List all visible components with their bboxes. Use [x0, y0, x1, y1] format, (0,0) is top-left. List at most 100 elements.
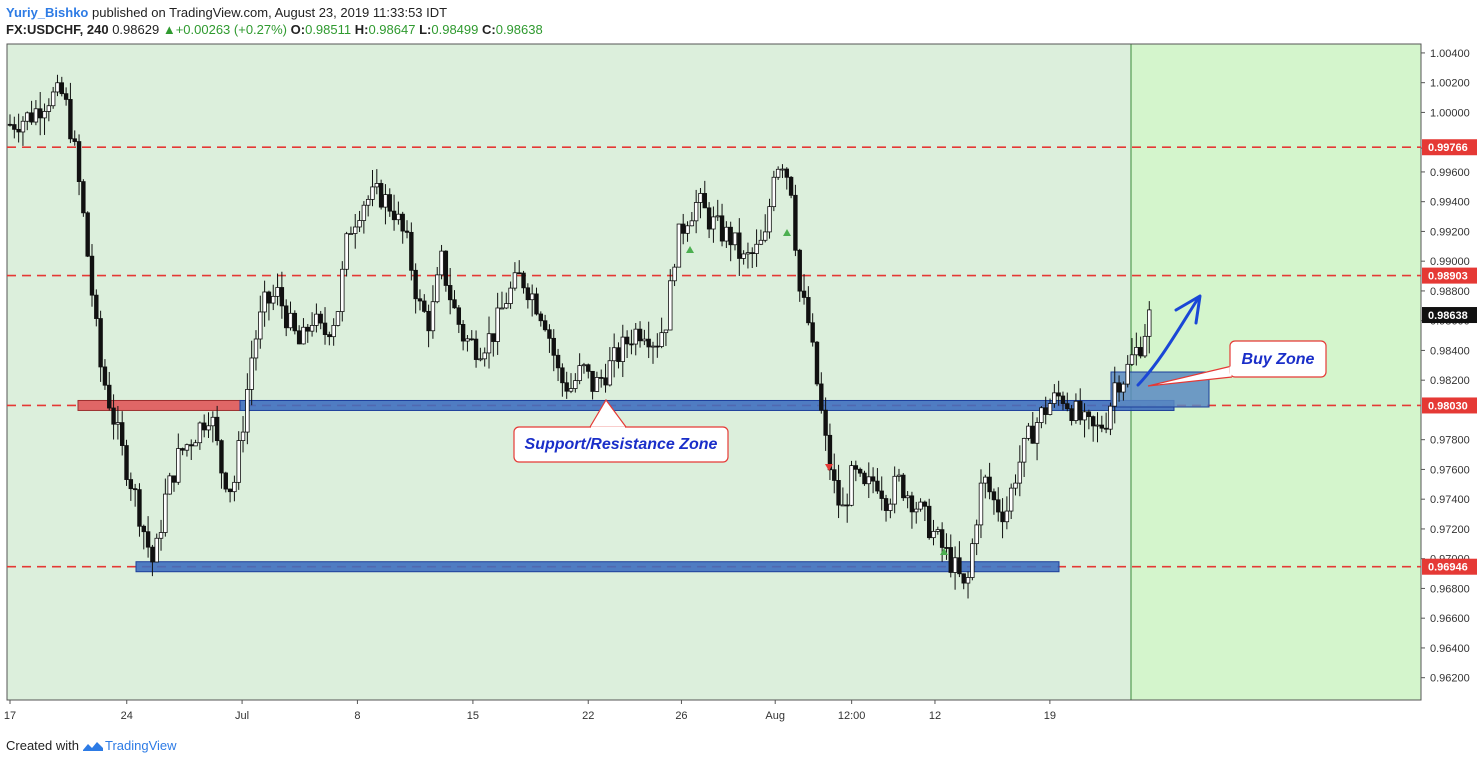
candle: [245, 373, 250, 445]
candle: [469, 330, 474, 341]
candle: [1086, 409, 1092, 430]
candle: [331, 318, 336, 346]
candle: [724, 221, 729, 248]
candle: [253, 330, 259, 371]
candle: [922, 500, 928, 522]
candle-body: [443, 250, 449, 286]
candle: [750, 247, 755, 269]
candle-body: [905, 495, 910, 499]
candle: [758, 229, 764, 246]
candle: [33, 100, 39, 126]
candle: [512, 262, 518, 291]
candle: [719, 203, 725, 247]
support-resistance-zone: [239, 399, 1175, 411]
candle-body: [616, 347, 621, 362]
price-tick-label: 0.98800: [1430, 286, 1470, 298]
candle-body: [732, 232, 738, 246]
candle: [460, 320, 466, 351]
price-level-label: 0.96946: [1428, 562, 1468, 574]
buy-callout-pointer: [1147, 365, 1233, 387]
candle-body: [422, 300, 427, 312]
last-price: 0.98629: [112, 22, 160, 37]
candle-body: [952, 557, 958, 573]
candle-body: [1099, 424, 1105, 429]
candle: [1034, 417, 1040, 461]
time-tick-label: 12:00: [838, 710, 866, 722]
candle: [883, 494, 889, 522]
candle: [888, 498, 893, 519]
candle: [456, 305, 462, 334]
candle-body: [659, 332, 664, 347]
candle: [775, 166, 781, 180]
candle-body: [478, 358, 483, 361]
time-tick-label: 19: [1044, 710, 1056, 722]
candle-body: [706, 207, 712, 230]
candle-body: [564, 382, 569, 392]
candle: [137, 483, 142, 537]
candle-body: [227, 488, 233, 493]
candle: [370, 170, 375, 207]
candle-body: [107, 384, 112, 409]
candle-body: [935, 529, 941, 532]
candle-body: [85, 212, 90, 257]
candle: [551, 329, 556, 372]
candle: [952, 546, 958, 590]
candle: [1013, 474, 1018, 496]
candle-body: [50, 91, 56, 107]
candle: [715, 199, 720, 221]
candle-body: [387, 194, 392, 212]
price-tick-label: 1.00400: [1430, 48, 1470, 60]
candle-body: [827, 434, 833, 471]
projection-arrowhead: [1174, 294, 1202, 325]
candle: [844, 493, 850, 523]
candle: [555, 348, 561, 382]
open-value: 0.98511: [305, 22, 352, 37]
candle: [81, 179, 86, 217]
candle: [655, 333, 660, 358]
candle-body: [12, 124, 17, 130]
candle: [840, 487, 846, 507]
candle-body: [901, 474, 906, 499]
candle-body: [482, 352, 487, 360]
tradingview-logo-icon: [82, 740, 104, 755]
candle-body: [128, 479, 134, 490]
price-tick-label: 0.97600: [1430, 464, 1470, 476]
candle-body: [383, 194, 388, 208]
candle-body: [646, 338, 651, 348]
candle-body: [469, 338, 474, 341]
candle-body: [931, 530, 936, 539]
time-tick-label: 17: [4, 710, 16, 722]
candle-body: [1095, 424, 1100, 427]
price-tick-label: 0.99600: [1430, 167, 1470, 179]
candle-body: [1129, 354, 1135, 365]
candle-body: [775, 168, 781, 178]
candle: [1004, 496, 1010, 530]
candle-body: [150, 546, 155, 563]
author-link[interactable]: Yuriy_Bishko: [6, 5, 89, 20]
candle-body: [413, 269, 418, 300]
candle: [128, 472, 134, 501]
candle-body: [1008, 487, 1014, 512]
candle-body: [529, 293, 535, 301]
candle: [262, 280, 267, 327]
candle-body: [844, 504, 850, 507]
candle: [495, 292, 500, 355]
candle-body: [939, 529, 945, 548]
candle-body: [525, 287, 531, 301]
published-text: published on TradingView.com, August 23,…: [92, 5, 448, 20]
support-resistance-label: Support/Resistance Zone: [525, 436, 718, 453]
tradingview-brand[interactable]: TradingView: [104, 738, 177, 753]
candle-body: [538, 313, 544, 322]
candle-body: [318, 313, 323, 324]
candle-body: [926, 505, 932, 539]
candle-body: [63, 93, 69, 100]
candle: [417, 289, 423, 311]
candle-body: [197, 422, 203, 444]
candle: [737, 218, 742, 277]
candle: [344, 231, 349, 277]
candle: [879, 476, 884, 511]
candle: [1095, 412, 1100, 443]
candle: [42, 103, 47, 135]
candle-body: [391, 210, 397, 221]
